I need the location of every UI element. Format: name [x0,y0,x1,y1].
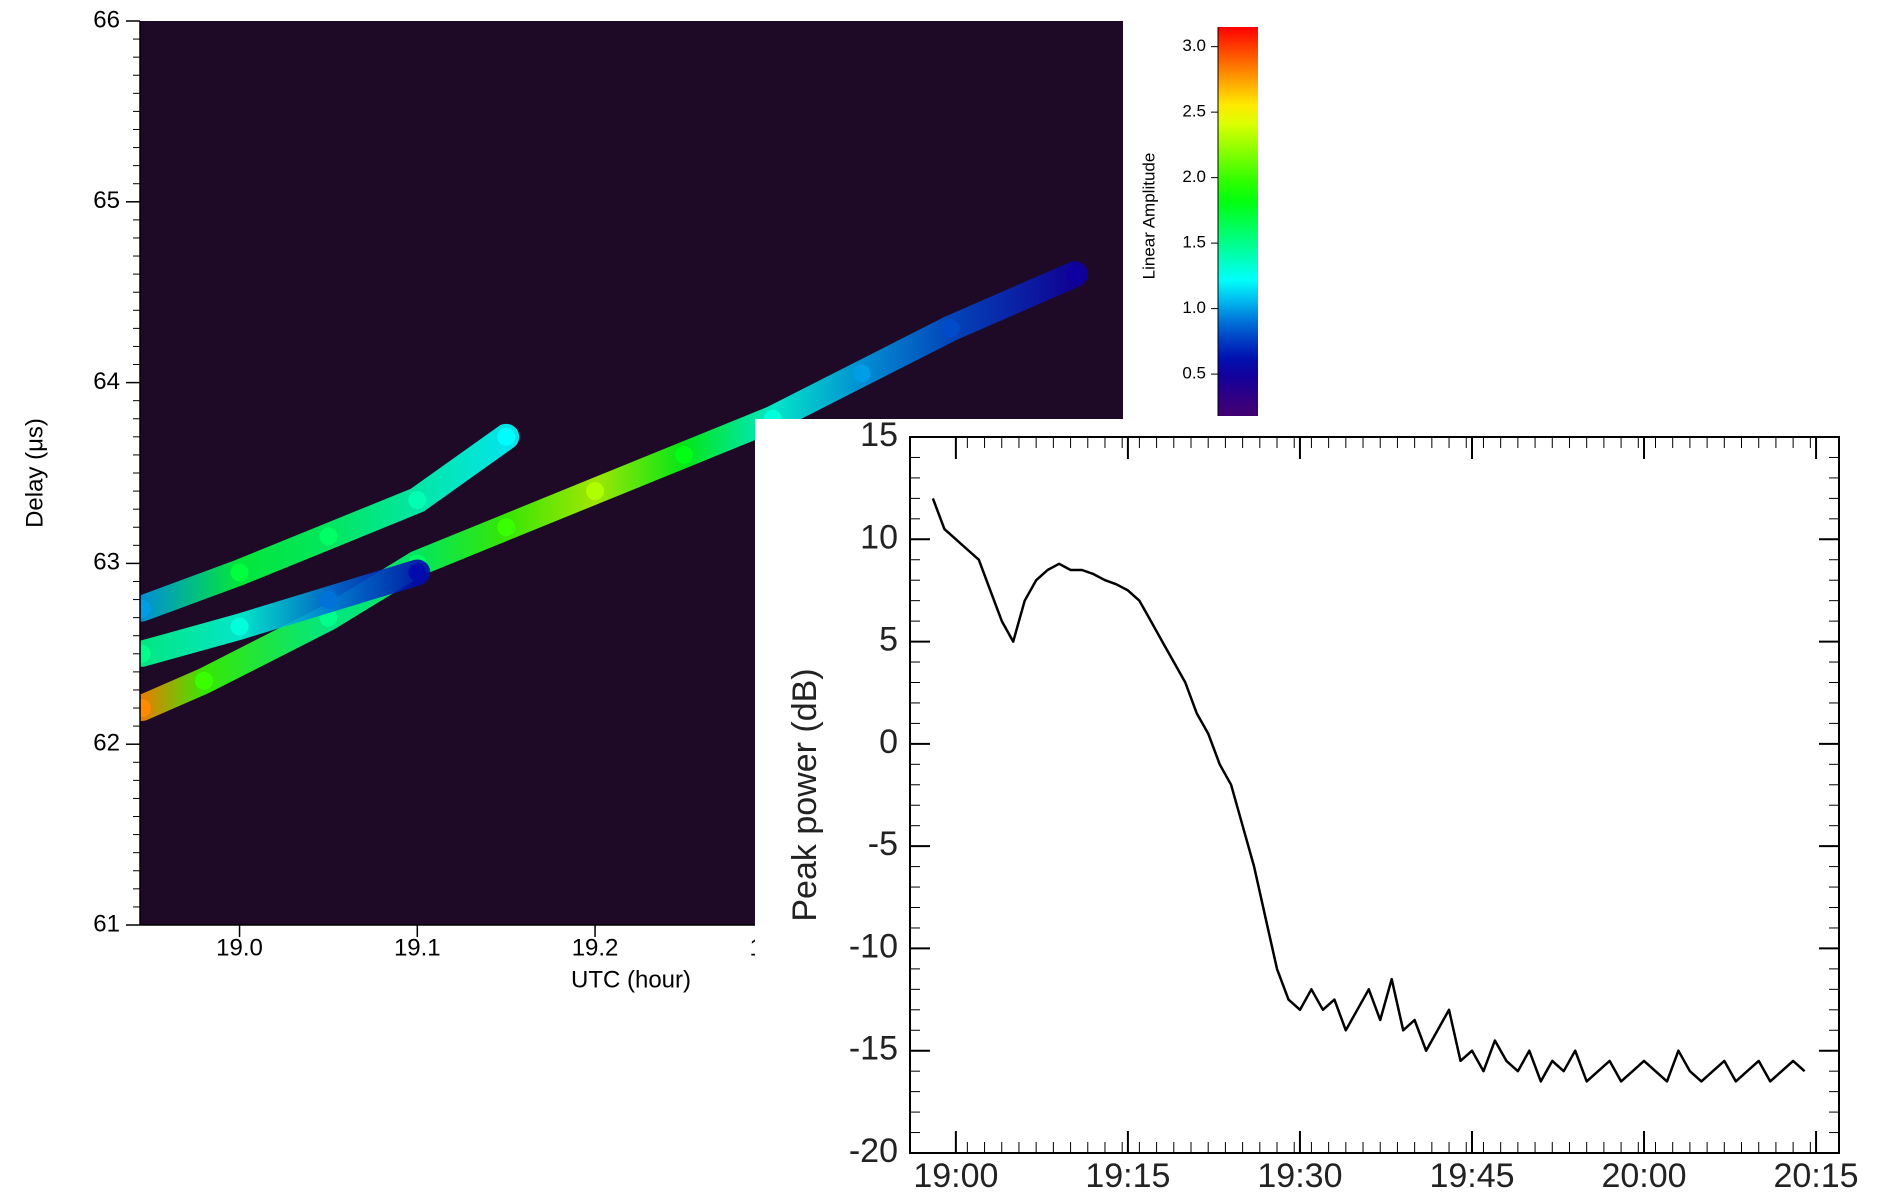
y-tick-label: -10 [849,927,898,965]
amplitude-point [408,491,427,510]
amplitude-point [319,527,338,546]
x-axis-label: UTC (hour) [571,966,691,993]
colorbar-tick-label: 2.0 [1182,167,1206,186]
x-tick-label: 19:30 [1257,1157,1342,1195]
y-tick-label: 15 [860,416,898,454]
amplitude-point [140,599,151,618]
amplitude-point [194,671,213,690]
plot-frame [909,436,1840,1154]
amplitude-point [497,518,516,537]
amplitude-point [230,563,249,582]
amplitude-point [140,699,151,718]
x-tick-label: 20:15 [1774,1157,1859,1195]
y-tick-label: 63 [93,549,120,576]
y-axis-label: Peak power (dB) [786,668,824,921]
traces [140,261,1089,722]
y-tick-label: 10 [860,518,898,556]
amplitude-point [852,364,871,383]
y-tick-label: 0 [879,723,898,761]
x-tick-label: 19.2 [572,934,619,961]
amplitude-point [319,590,338,609]
colorbar-tick-label: 1.5 [1182,233,1206,252]
y-tick-label: 65 [93,187,120,214]
y-tick-label: 5 [879,621,898,659]
amplitude-point [497,427,516,446]
colorbar [1218,27,1258,416]
x-tick-label: 19.0 [216,934,263,961]
amplitude-ridge [140,559,431,667]
x-tick-label: 19:00 [913,1157,998,1195]
power-line [931,497,1806,1083]
y-tick-label: -20 [849,1132,898,1170]
y-tick-label: 66 [93,6,120,33]
amplitude-point [140,644,151,663]
colorbar-label: Linear Amplitude [1139,153,1158,280]
amplitude-point [674,445,693,464]
amplitude-point [586,482,605,501]
y-tick-label: 64 [93,368,120,395]
y-tick-label: -15 [849,1030,898,1068]
amplitude-point [941,319,960,338]
amplitude-point [230,617,249,636]
peak-power-chart: -20 -15 -10 -5 0 5 10 15 19:00 19:15 19:30 19:45 20:… [755,416,1894,1197]
y-tick-label: -5 [868,825,898,863]
amplitude-point [408,563,427,582]
x-tick-label: 19.1 [394,934,441,961]
x-tick-label: 19:45 [1429,1157,1514,1195]
panel-background [755,419,1894,1197]
colorbar-tick-label: 2.5 [1182,102,1206,121]
colorbar-tick-label: 1.0 [1182,298,1206,317]
colorbar-tick-label: 3.0 [1182,36,1206,55]
x-tick-label: 20:00 [1601,1157,1686,1195]
y-tick-label: 62 [93,730,120,757]
colorbar-tick-label: 0.5 [1182,364,1206,383]
y-axis-label: Delay (μs) [21,418,48,528]
amplitude-point [1066,265,1085,284]
y-tick-label: 61 [93,910,120,937]
x-tick-label: 19:15 [1085,1157,1170,1195]
